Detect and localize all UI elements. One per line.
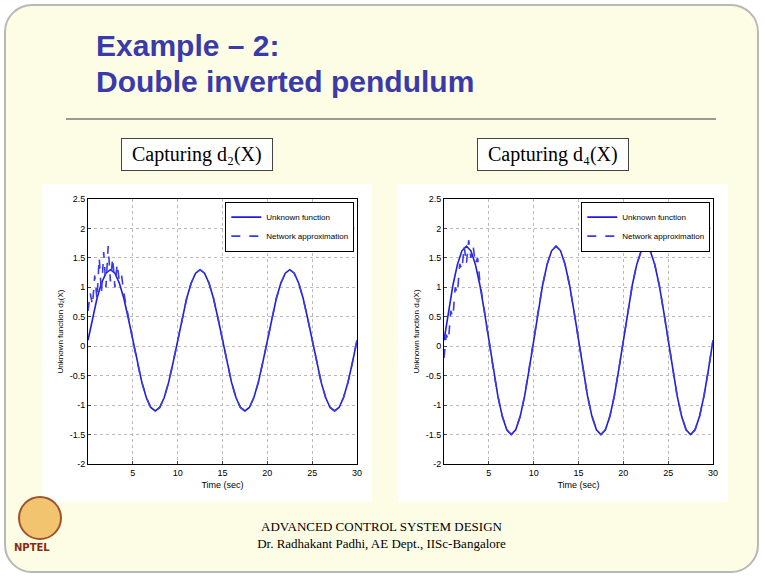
svg-text:20: 20 — [262, 468, 272, 478]
html-text:Capturing d₂(X): Capturing d₂(X) — [132, 143, 262, 165]
html-text:ADVANCED CONTROL SYSTEM DESIGN: ADVANCED CONTROL SYSTEM DESIGN — [261, 519, 502, 534]
svg-text:-0.5: -0.5 — [426, 371, 442, 381]
svg-text:-1: -1 — [77, 400, 85, 410]
svg-text:Unknown function d₂(X): Unknown function d₂(X) — [56, 289, 65, 373]
svg-text:2.5: 2.5 — [73, 194, 86, 204]
svg-text:10: 10 — [173, 468, 183, 478]
html-text:Dr. Radhakant Padhi, AE Dept.,: Dr. Radhakant Padhi, AE Dept., IISc-Bang… — [257, 536, 506, 551]
svg-text:25: 25 — [663, 468, 673, 478]
html-text:Capturing d₄(X): Capturing d₄(X) — [488, 143, 618, 165]
svg-text:Unknown function: Unknown function — [622, 213, 686, 222]
svg-text:-2: -2 — [77, 459, 85, 469]
svg-text:1: 1 — [80, 282, 85, 292]
svg-text:1.5: 1.5 — [429, 253, 442, 263]
html-text:Double inverted pendulum: Double inverted pendulum — [96, 65, 475, 98]
svg-text:30: 30 — [708, 468, 718, 478]
svg-text:2: 2 — [436, 224, 441, 234]
html-text:Example – 2:: Example – 2: — [96, 29, 280, 62]
svg-text:Network approximation: Network approximation — [622, 232, 704, 241]
svg-text:-1.5: -1.5 — [426, 430, 442, 440]
svg-text:Unknown function: Unknown function — [266, 213, 330, 222]
svg-text:2.5: 2.5 — [429, 194, 442, 204]
svg-text:Time (sec): Time (sec) — [201, 480, 243, 490]
svg-text:-1: -1 — [433, 400, 441, 410]
svg-text:5: 5 — [486, 468, 491, 478]
svg-text:1: 1 — [436, 282, 441, 292]
html-text:NPTEL: NPTEL — [14, 542, 50, 553]
svg-text:1.5: 1.5 — [73, 253, 86, 263]
svg-text:-2: -2 — [433, 459, 441, 469]
svg-text:25: 25 — [307, 468, 317, 478]
svg-text:0.5: 0.5 — [73, 312, 86, 322]
svg-text:30: 30 — [352, 468, 362, 478]
svg-text:-1.5: -1.5 — [70, 430, 86, 440]
svg-text:15: 15 — [217, 468, 227, 478]
svg-text:0.5: 0.5 — [429, 312, 442, 322]
svg-text:0: 0 — [80, 341, 85, 351]
svg-text:0: 0 — [436, 341, 441, 351]
svg-text:Time (sec): Time (sec) — [557, 480, 599, 490]
svg-text:10: 10 — [529, 468, 539, 478]
svg-text:5: 5 — [130, 468, 135, 478]
svg-text:-0.5: -0.5 — [70, 371, 86, 381]
svg-text:Network approximation: Network approximation — [266, 232, 348, 241]
svg-text:15: 15 — [573, 468, 583, 478]
svg-text:20: 20 — [618, 468, 628, 478]
svg-text:Unknown function d₄(X): Unknown function d₄(X) — [412, 289, 421, 374]
svg-text:2: 2 — [80, 224, 85, 234]
